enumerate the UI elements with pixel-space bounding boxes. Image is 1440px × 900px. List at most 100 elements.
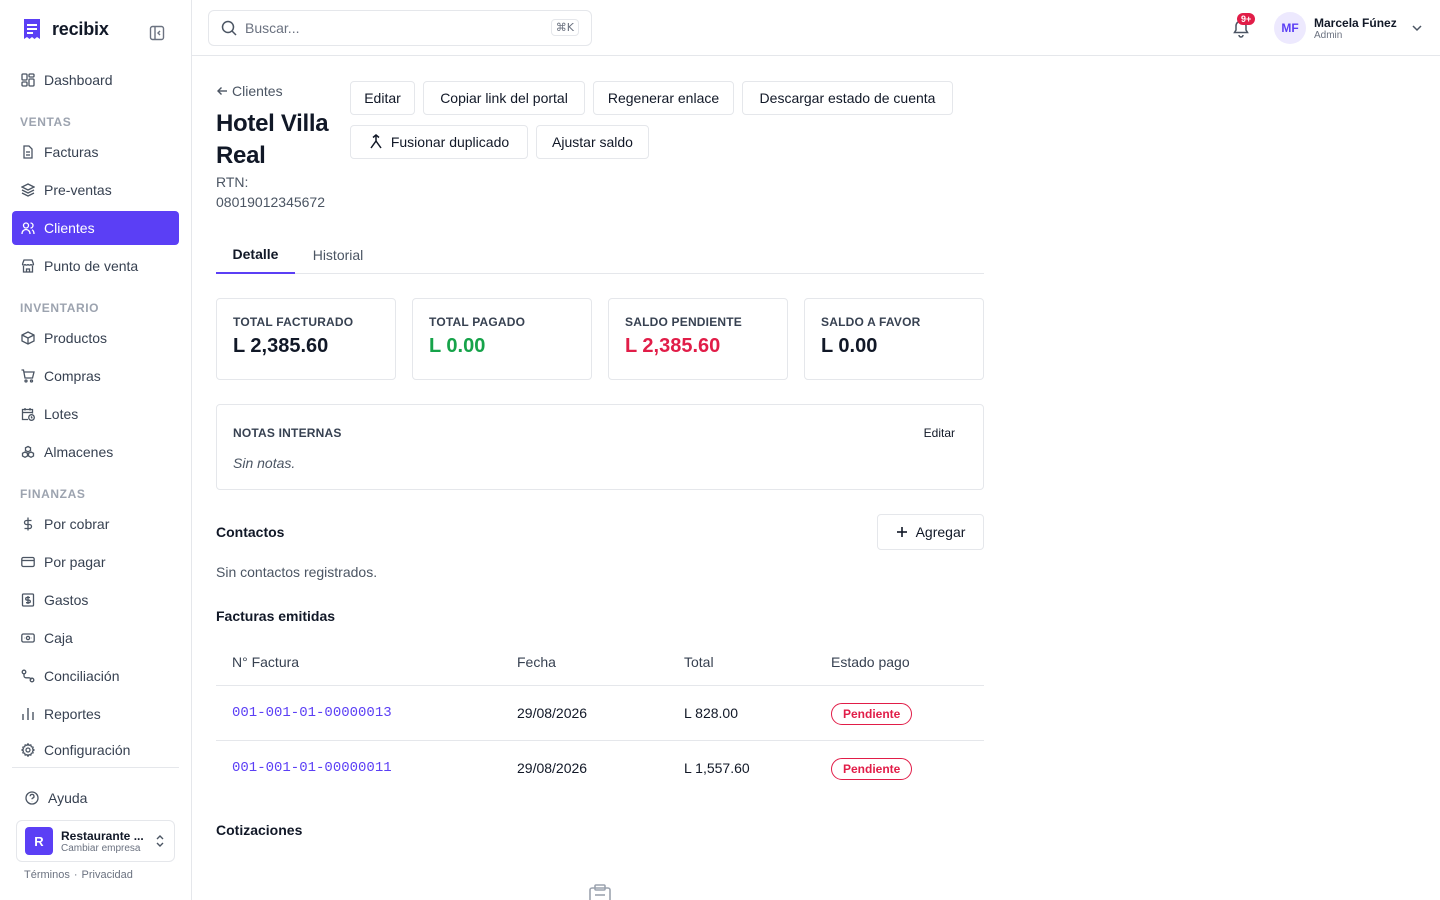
- stat-saldo-a-favor: SALDO A FAVOR L 0.00: [804, 298, 984, 380]
- sidebar-item-label: Por cobrar: [44, 516, 110, 532]
- sidebar-item-configuracion[interactable]: Configuración: [12, 733, 179, 767]
- receipt-dollar-icon: [21, 593, 35, 607]
- search-box[interactable]: ⌘K: [208, 10, 592, 46]
- add-contact-button[interactable]: Agregar: [877, 514, 984, 550]
- sidebar-item-productos[interactable]: Productos: [12, 321, 179, 355]
- user-menu[interactable]: MF Marcela Fúnez Admin: [1274, 12, 1423, 44]
- rtn-value: 08019012345672: [216, 194, 326, 210]
- bar-chart-icon: [22, 708, 34, 720]
- stat-value: L 0.00: [821, 335, 878, 357]
- edit-notes-button[interactable]: Editar: [923, 426, 955, 440]
- adjust-balance-button[interactable]: Ajustar saldo: [536, 125, 649, 159]
- download-statement-button[interactable]: Descargar estado de cuenta: [742, 81, 953, 115]
- stat-label: SALDO PENDIENTE: [625, 315, 743, 329]
- copy-portal-link-button[interactable]: Copiar link del portal: [423, 81, 585, 115]
- invoices-table: N° Factura Fecha Total Estado pago 001-0…: [216, 640, 984, 796]
- sidebar-item-ayuda[interactable]: Ayuda: [16, 781, 179, 815]
- terms-link[interactable]: Términos: [24, 869, 70, 881]
- regenerate-link-button[interactable]: Regenerar enlace: [593, 81, 734, 115]
- dollar-icon: [23, 517, 33, 531]
- search-input[interactable]: [245, 20, 545, 36]
- page-title: Hotel Villa Real: [216, 110, 329, 169]
- sidebar-item-lotes[interactable]: Lotes: [12, 397, 179, 431]
- column-header-status[interactable]: Estado pago: [831, 654, 910, 670]
- invoice-number-link[interactable]: 001-001-01-00000011: [232, 760, 392, 776]
- sidebar-item-dashboard[interactable]: Dashboard: [12, 63, 179, 97]
- avatar: MF: [1274, 12, 1306, 44]
- company-switch-label: Cambiar empresa: [61, 842, 141, 854]
- sidebar-item-conciliacion[interactable]: Conciliación: [12, 659, 179, 693]
- sidebar-item-label: Caja: [44, 630, 73, 646]
- sidebar-item-punto-de-venta[interactable]: Punto de venta: [12, 249, 179, 283]
- user-name: Marcela Fúnez: [1314, 15, 1397, 30]
- client-rtn: RTN: 08019012345672: [216, 172, 341, 212]
- topbar: ⌘K 9+ MF Marcela Fúnez Admin: [192, 0, 1440, 56]
- panel-left-icon: [149, 25, 165, 41]
- sidebar-item-caja[interactable]: Caja: [12, 621, 179, 655]
- sidebar-item-gastos[interactable]: Gastos: [12, 583, 179, 617]
- contacts-title: Contactos: [216, 524, 285, 540]
- sidebar-divider: [12, 767, 179, 768]
- table-row[interactable]: 001-001-01-00000011 29/08/2026 L 1,557.6…: [216, 741, 984, 796]
- sidebar-item-reportes[interactable]: Reportes: [12, 697, 179, 731]
- stat-value: L 2,385.60: [625, 335, 721, 357]
- sidebar: recibix Dashboard VENTAS Facturas Pre-ve…: [0, 0, 192, 900]
- sidebar-item-label: Ayuda: [48, 790, 88, 806]
- table-row[interactable]: 001-001-01-00000013 29/08/2026 L 828.00 …: [216, 686, 984, 741]
- gear-icon: [21, 743, 35, 757]
- calendar-clock-icon: [21, 408, 35, 421]
- layers-icon: [21, 183, 35, 197]
- privacy-link[interactable]: Privacidad: [81, 869, 133, 881]
- edit-button[interactable]: Editar: [350, 81, 415, 115]
- sidebar-item-pre-ventas[interactable]: Pre-ventas: [12, 173, 179, 207]
- sidebar-item-label: Punto de venta: [44, 258, 139, 274]
- brand-name: recibix: [52, 18, 109, 39]
- sidebar-item-label: Conciliación: [44, 668, 120, 684]
- tab-historial[interactable]: Historial: [312, 247, 364, 263]
- sidebar-item-por-cobrar[interactable]: Por cobrar: [12, 507, 179, 541]
- internal-notes-card: NOTAS INTERNAS Editar Sin notas.: [216, 404, 984, 490]
- notes-label: NOTAS INTERNAS: [233, 426, 342, 440]
- tab-detalle[interactable]: Detalle: [216, 236, 295, 274]
- invoice-number-link[interactable]: 001-001-01-00000013: [232, 705, 392, 721]
- status-badge: Pendiente: [831, 758, 913, 780]
- collapse-sidebar-button[interactable]: [148, 24, 166, 42]
- invoice-date: 29/08/2026: [517, 705, 588, 721]
- sidebar-item-por-pagar[interactable]: Por pagar: [12, 545, 179, 579]
- notes-text: Sin notas.: [233, 455, 296, 471]
- column-header-total[interactable]: Total: [684, 654, 714, 670]
- cash-icon: [21, 633, 35, 643]
- sidebar-item-clientes[interactable]: Clientes: [12, 211, 179, 245]
- credit-card-icon: [21, 556, 35, 568]
- column-header-date[interactable]: Fecha: [517, 654, 556, 670]
- chevron-down-icon: [1412, 25, 1422, 32]
- sidebar-item-label: Por pagar: [44, 554, 106, 570]
- column-header-number[interactable]: N° Factura: [232, 654, 300, 670]
- boxes-icon: [21, 445, 35, 459]
- chevrons-up-down-icon: [156, 835, 164, 847]
- legal-links: Términos · Privacidad: [24, 869, 133, 881]
- sidebar-item-label: Dashboard: [44, 72, 113, 88]
- back-to-clients-link[interactable]: Clientes: [216, 83, 283, 99]
- company-switcher[interactable]: R Restaurante ... Cambiar empresa: [16, 820, 175, 862]
- merge-duplicate-button[interactable]: Fusionar duplicado: [350, 125, 528, 159]
- sidebar-item-almacenes[interactable]: Almacenes: [12, 435, 179, 469]
- invoice-total: L 828.00: [684, 705, 738, 721]
- receipt-logo-icon: [24, 19, 40, 39]
- brand[interactable]: recibix: [22, 18, 109, 40]
- rtn-label: RTN:: [216, 174, 249, 190]
- sidebar-item-label: Productos: [44, 330, 108, 346]
- sidebar-item-facturas[interactable]: Facturas: [12, 135, 179, 169]
- sidebar-item-label: Lotes: [44, 406, 79, 422]
- stat-value: L 0.00: [429, 335, 486, 357]
- add-contact-label: Agregar: [915, 524, 966, 540]
- layout-grid-icon: [21, 73, 35, 87]
- plus-icon: [896, 527, 907, 537]
- stat-label: SALDO A FAVOR: [821, 315, 921, 329]
- stat-total-pagado: TOTAL PAGADO L 0.00: [412, 298, 592, 380]
- sidebar-item-label: Reportes: [44, 706, 101, 722]
- sidebar-item-compras[interactable]: Compras: [12, 359, 179, 393]
- invoice-total: L 1,557.60: [684, 760, 750, 776]
- stat-value: L 2,385.60: [233, 335, 329, 357]
- legal-separator: ·: [73, 869, 78, 881]
